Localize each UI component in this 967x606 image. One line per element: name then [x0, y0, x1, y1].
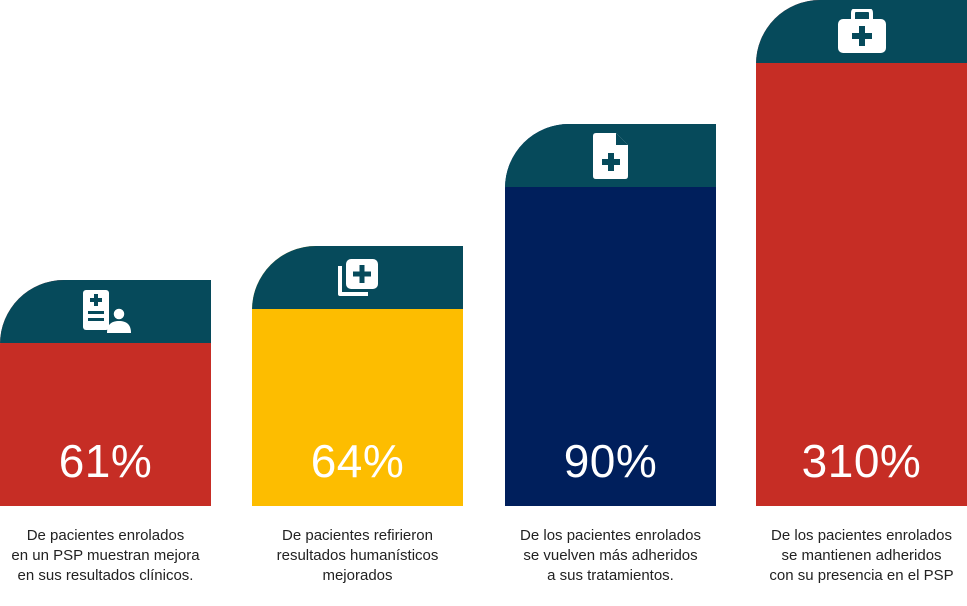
bar-value-label: 64%	[310, 435, 405, 487]
caption-line: De pacientes refirieron	[282, 527, 433, 544]
bar-header	[756, 0, 967, 63]
bar-value-label: 90%	[563, 435, 658, 487]
caption-line: De los pacientes enrolados	[771, 527, 952, 544]
bar-caption: De los pacientes enrolados se vuelven más…	[491, 526, 731, 586]
caption-line: De pacientes enrolados	[26, 527, 185, 544]
bar-header	[505, 124, 716, 187]
caption-line: a sus tratamientos.	[547, 567, 674, 584]
caption-line: se mantienen adheridos	[781, 547, 942, 564]
caption-line: se vuelven más adheridos	[523, 547, 698, 564]
bar-value-label: 310%	[801, 435, 922, 487]
caption-line: resultados humanísticos	[276, 547, 439, 564]
bar-value-label: 61%	[58, 435, 153, 487]
bar-4: 310%	[756, 0, 967, 506]
caption-line: en un PSP muestran mejora	[11, 547, 200, 564]
bar-2: 64%	[252, 246, 463, 506]
patient-record-icon	[81, 289, 131, 335]
bar-header	[252, 246, 463, 309]
caption-line: con su presencia en el PSP	[769, 567, 954, 584]
first-aid-kit-icon	[836, 8, 888, 55]
caption-line: en sus resultados clínicos.	[17, 567, 194, 584]
bar-caption: De los pacientes enrolados se mantienen a…	[742, 526, 967, 586]
medical-document-icon	[592, 132, 630, 180]
bar-caption: De pacientes refirieron resultados humaní…	[238, 526, 478, 586]
bar-3: 90%	[505, 124, 716, 506]
caption-line: De los pacientes enrolados	[520, 527, 701, 544]
caption-line: mejorados	[322, 567, 393, 584]
bar-caption: De pacientes enrolados en un PSP muestran…	[0, 526, 226, 586]
bar-header	[0, 280, 211, 343]
medical-cards-icon	[335, 256, 381, 300]
bar-1: 61%	[0, 280, 211, 506]
